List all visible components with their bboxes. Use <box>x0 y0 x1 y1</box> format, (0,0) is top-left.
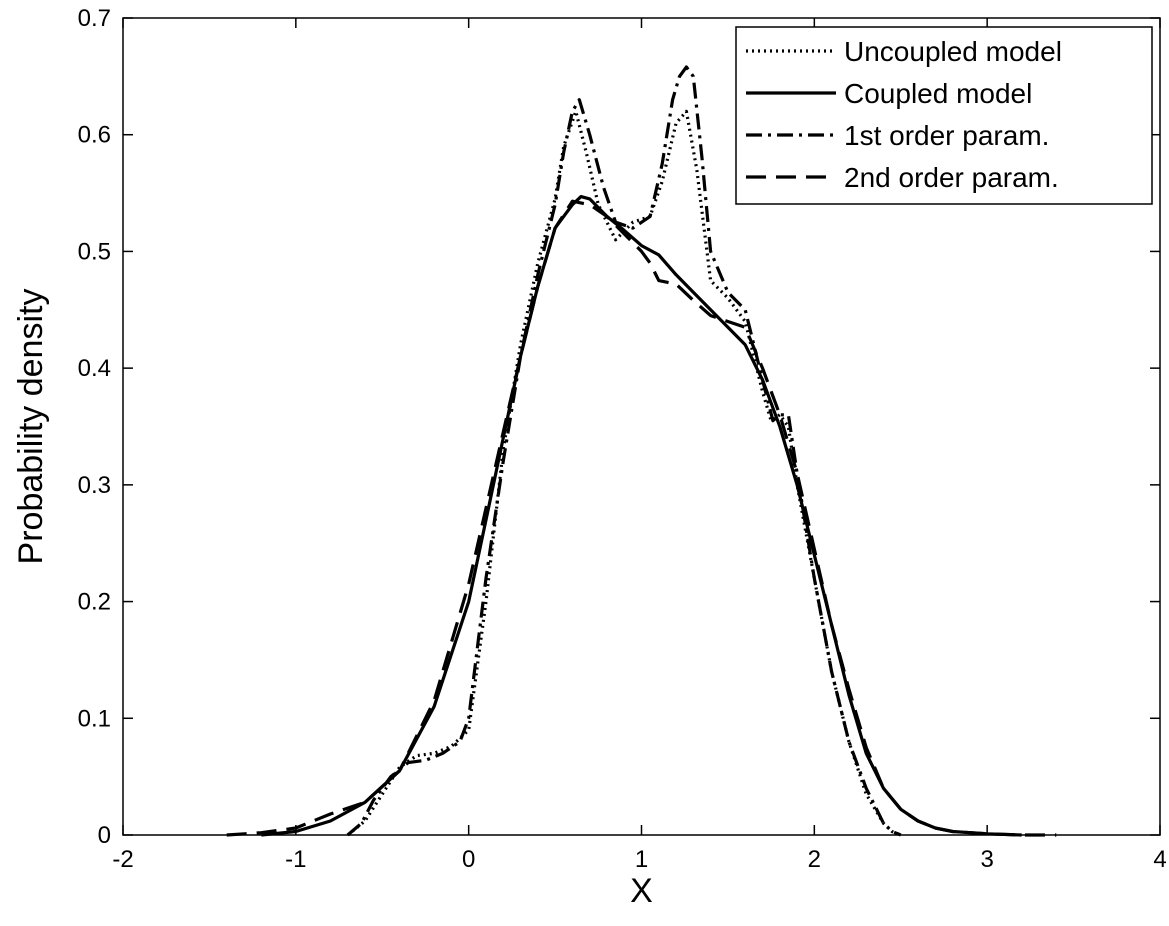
x-tick-label: 1 <box>635 846 648 873</box>
series-line-1 <box>346 109 902 837</box>
x-tick-label: -1 <box>285 846 306 873</box>
y-tick-label: 0.4 <box>78 355 111 382</box>
series-line-3 <box>346 65 902 837</box>
x-tick-label: 0 <box>462 846 475 873</box>
y-tick-label: 0.7 <box>78 5 111 32</box>
legend-frame <box>735 26 1153 205</box>
x-tick-label: 3 <box>980 846 993 873</box>
y-tick-label: 0.2 <box>78 589 111 616</box>
y-tick-label: 0.6 <box>78 122 111 149</box>
legend: Uncoupled model Coupled model 1st order pa… <box>735 26 1153 205</box>
x-tick-label: 2 <box>808 846 821 873</box>
series-line-4 <box>226 199 1057 837</box>
x-axis-label: X <box>630 872 653 910</box>
x-tick-label: 4 <box>1153 846 1166 873</box>
y-tick-label: 0 <box>98 822 111 849</box>
series-line-2 <box>261 195 1022 837</box>
legend-label-2: Coupled model <box>844 78 1032 109</box>
y-axis-label: Probability density <box>12 289 50 565</box>
legend-label-4: 2nd order param. <box>844 162 1059 193</box>
y-tick-label: 0.3 <box>78 472 111 499</box>
legend-label-3: 1st order param. <box>844 120 1049 151</box>
legend-label-1: Uncoupled model <box>844 36 1062 67</box>
y-tick-label: 0.5 <box>78 238 111 265</box>
x-tick-label: -2 <box>112 846 133 873</box>
series-lines <box>226 65 1057 837</box>
y-tick-label: 0.1 <box>78 705 111 732</box>
axis-ticks: -2 -1 0 1 2 3 4 0 0.1 0.2 0.3 0.4 0.5 0.6 0.7 <box>78 5 1167 873</box>
